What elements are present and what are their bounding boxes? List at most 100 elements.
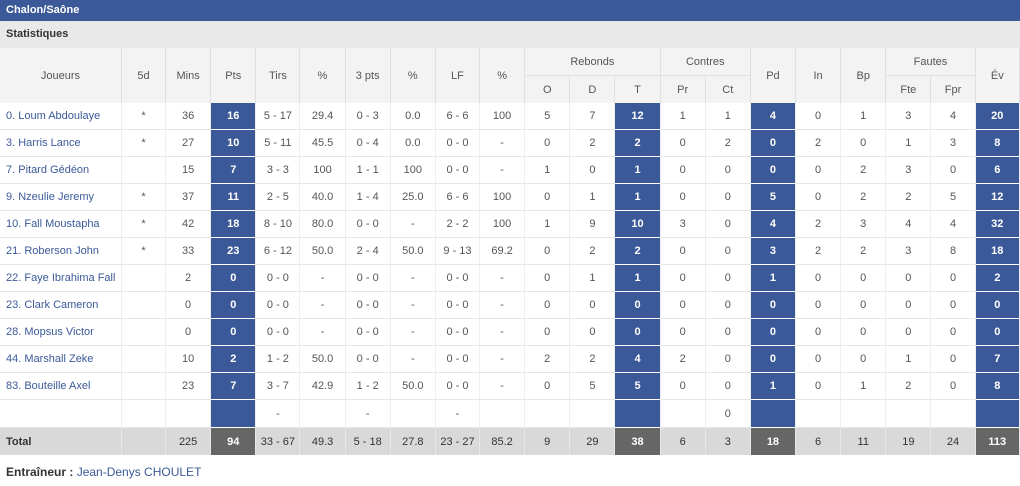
- header-3pts-pct[interactable]: %: [390, 48, 436, 103]
- cell-reb-d: 2: [569, 129, 616, 157]
- header-fautes: Fautes: [885, 48, 976, 76]
- cell-tirs-pct: 45.5: [299, 129, 346, 157]
- cell-lf-pct: -: [479, 264, 526, 292]
- cell-pts: 0: [210, 291, 257, 319]
- cell-ct: 0: [705, 318, 751, 346]
- player-name-link[interactable]: 28. Mopsus Victor: [0, 318, 122, 346]
- cell-ev: 0: [975, 291, 1020, 319]
- cell-lf-pct: 69.2: [479, 237, 526, 265]
- cell-pts3-pct: -: [390, 345, 436, 373]
- cell-pr: 0: [660, 318, 706, 346]
- cell-starter: *: [121, 103, 167, 130]
- totals-label: Total: [0, 427, 122, 455]
- cell-pr: 0: [660, 237, 706, 265]
- cell-fpr: 8: [930, 237, 976, 265]
- header-ev[interactable]: Év: [975, 48, 1020, 103]
- totals-reb-t: 38: [614, 427, 661, 455]
- header-contres-ct[interactable]: Ct: [705, 75, 751, 103]
- header-tirs[interactable]: Tirs: [255, 48, 301, 103]
- header-fautes-fpr[interactable]: Fpr: [930, 75, 976, 103]
- header-reb-o[interactable]: O: [524, 75, 571, 103]
- cell-pts: 2: [210, 345, 257, 373]
- cell-ct: 0: [705, 237, 751, 265]
- header-reb-t[interactable]: T: [614, 75, 661, 103]
- header-joueurs[interactable]: Joueurs: [0, 48, 122, 103]
- cell-lf: 6 - 6: [435, 103, 481, 130]
- cell-reb-d: 9: [569, 210, 616, 238]
- cell-tirs: 8 - 10: [255, 210, 301, 238]
- cell-reb-d: 1: [569, 183, 616, 211]
- cell-lf: 0 - 0: [435, 345, 481, 373]
- coach-name-link[interactable]: Jean-Denys CHOULET: [76, 465, 202, 479]
- cell-mins: 42: [165, 210, 212, 238]
- table-row: 0. Loum Abdoulaye * 36 16 5 - 17 29.4 0 - 3 0.0…: [0, 103, 1020, 130]
- cell-mins: 10: [165, 345, 212, 373]
- section-title: Statistiques: [6, 28, 69, 40]
- player-name-link[interactable]: 23. Clark Cameron: [0, 291, 122, 319]
- player-name-link[interactable]: 22. Faye Ibrahima Fall: [0, 264, 122, 292]
- totals-lf: 23 - 27: [435, 427, 481, 455]
- cell-lf-pct: -: [479, 129, 526, 157]
- cell-ev: 18: [975, 237, 1020, 265]
- totals-3pts-pct: 27.8: [390, 427, 436, 455]
- cell-fpr: 0: [930, 318, 976, 346]
- cell-starter: [121, 156, 167, 184]
- player-name-link[interactable]: 10. Fall Moustapha: [0, 210, 122, 238]
- cell-pts: 7: [210, 156, 257, 184]
- player-name-link[interactable]: 83. Bouteille Axel: [0, 372, 122, 400]
- cell-in: 2: [795, 237, 842, 265]
- cell-starter: [121, 264, 167, 292]
- header-fautes-fte[interactable]: Fte: [885, 75, 932, 103]
- cell-tirs: 6 - 12: [255, 237, 301, 265]
- team-stats-row: - - - 0: [0, 399, 1020, 428]
- header-lf-pct[interactable]: %: [479, 48, 526, 103]
- cell-pd: 0: [750, 318, 797, 346]
- cell-ct: 0: [705, 264, 751, 292]
- totals-mins: 225: [165, 427, 212, 455]
- header-reb-d[interactable]: D: [569, 75, 616, 103]
- player-name-link[interactable]: 9. Nzeulie Jeremy: [0, 183, 122, 211]
- table-row: 9. Nzeulie Jeremy * 37 11 2 - 5 40.0 1 - 4 25.0…: [0, 183, 1020, 211]
- team-name-bar: Chalon/Saône: [0, 0, 1020, 21]
- cell-fpr: 0: [930, 156, 976, 184]
- cell-reb-o: 1: [524, 156, 571, 184]
- header-5d[interactable]: 5d: [121, 48, 167, 103]
- table-row: 21. Roberson John * 33 23 6 - 12 50.0 2 - 4 50.…: [0, 237, 1020, 265]
- cell-reb-o: 1: [524, 210, 571, 238]
- player-name-link[interactable]: 21. Roberson John: [0, 237, 122, 265]
- cell-mins: 27: [165, 129, 212, 157]
- team-cell: [660, 399, 706, 428]
- header-contres-pr[interactable]: Pr: [660, 75, 706, 103]
- table-row: 83. Bouteille Axel 23 7 3 - 7 42.9 1 - 2 50.0 0…: [0, 372, 1020, 400]
- cell-pd: 0: [750, 129, 797, 157]
- header-3pts[interactable]: 3 pts: [345, 48, 391, 103]
- player-name-link[interactable]: 0. Loum Abdoulaye: [0, 103, 122, 130]
- player-name-link[interactable]: 7. Pitard Gédéon: [0, 156, 122, 184]
- header-in[interactable]: In: [795, 48, 842, 103]
- header-bp[interactable]: Bp: [840, 48, 887, 103]
- cell-fte: 0: [885, 264, 932, 292]
- player-name-link[interactable]: 44. Marshall Zeke: [0, 345, 122, 373]
- cell-ev: 12: [975, 183, 1020, 211]
- player-name-link[interactable]: 3. Harris Lance: [0, 129, 122, 157]
- team-cell: [390, 399, 436, 428]
- header-lf[interactable]: LF: [435, 48, 481, 103]
- table-row: 10. Fall Moustapha * 42 18 8 - 10 80.0 0 - 0-2…: [0, 210, 1020, 238]
- cell-lf-pct: -: [479, 156, 526, 184]
- cell-in: 2: [795, 210, 842, 238]
- cell-ev: 8: [975, 372, 1020, 400]
- header-pd[interactable]: Pd: [750, 48, 797, 103]
- header-mins[interactable]: Mins: [165, 48, 212, 103]
- cell-reb-o: 5: [524, 103, 571, 130]
- cell-reb-d: 5: [569, 372, 616, 400]
- cell-reb-o: 2: [524, 345, 571, 373]
- cell-tirs: 5 - 17: [255, 103, 301, 130]
- cell-starter: *: [121, 129, 167, 157]
- cell-ct: 0: [705, 345, 751, 373]
- cell-pts3-pct: 0.0: [390, 129, 436, 157]
- cell-mins: 23: [165, 372, 212, 400]
- header-pts[interactable]: Pts: [210, 48, 257, 103]
- cell-bp: 0: [840, 129, 887, 157]
- cell-reb-d: 2: [569, 345, 616, 373]
- header-tirs-pct[interactable]: %: [299, 48, 346, 103]
